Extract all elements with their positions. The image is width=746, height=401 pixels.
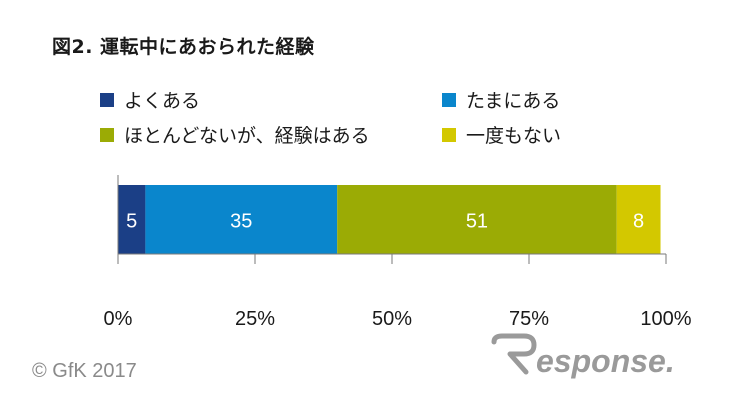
data-label-3: 8	[633, 211, 644, 233]
x-tick-label-2: 50%	[372, 308, 412, 330]
data-label-2: 51	[466, 211, 488, 233]
legend-swatch-rarely	[100, 127, 114, 142]
bar-segment-2	[337, 185, 617, 254]
x-tick-label-1: 25%	[235, 308, 275, 330]
legend-swatch-never	[442, 127, 456, 142]
data-label-1: 35	[230, 211, 252, 233]
x-tick-label-3: 75%	[509, 308, 549, 330]
legend-item-never: 一度もない	[442, 121, 561, 148]
copyright-text: © GfK 2017	[32, 360, 137, 382]
svg-text:esponse.: esponse.	[536, 343, 675, 379]
chart-title: 図2. 運転中にあおられた経験	[52, 36, 315, 58]
legend-label-never: 一度もない	[466, 125, 562, 147]
bar-segment-1	[145, 185, 338, 254]
x-tick-label-4: 100%	[640, 308, 691, 330]
bar-segment-3	[616, 185, 661, 254]
bar-segment-0	[118, 185, 146, 254]
legend-item-often: よくある	[100, 86, 200, 113]
legend-label-sometimes: たまにある	[466, 90, 561, 112]
legend-swatch-sometimes	[442, 92, 456, 107]
response-logo: esponse.	[490, 332, 730, 386]
x-tick-label-0: 0%	[104, 308, 133, 330]
legend-item-rarely: ほとんどないが、経験はある	[100, 121, 370, 148]
legend-label-often: よくある	[124, 90, 201, 112]
legend-item-sometimes: たまにある	[442, 86, 560, 113]
legend-swatch-often	[100, 92, 114, 107]
data-label-0: 5	[126, 211, 137, 233]
legend-label-rarely: ほとんどないが、経験はある	[124, 125, 370, 147]
